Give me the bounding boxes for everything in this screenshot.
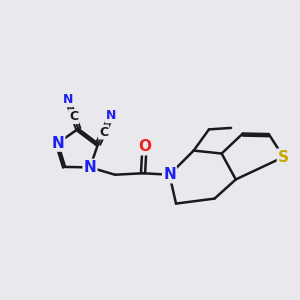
Text: C: C	[99, 125, 108, 139]
Text: N: N	[106, 109, 116, 122]
Text: S: S	[278, 150, 289, 165]
Text: N: N	[62, 93, 73, 106]
Text: O: O	[138, 139, 151, 154]
Text: N: N	[84, 160, 96, 175]
Text: C: C	[69, 110, 78, 123]
Text: N: N	[163, 167, 176, 182]
Text: N: N	[51, 136, 64, 151]
